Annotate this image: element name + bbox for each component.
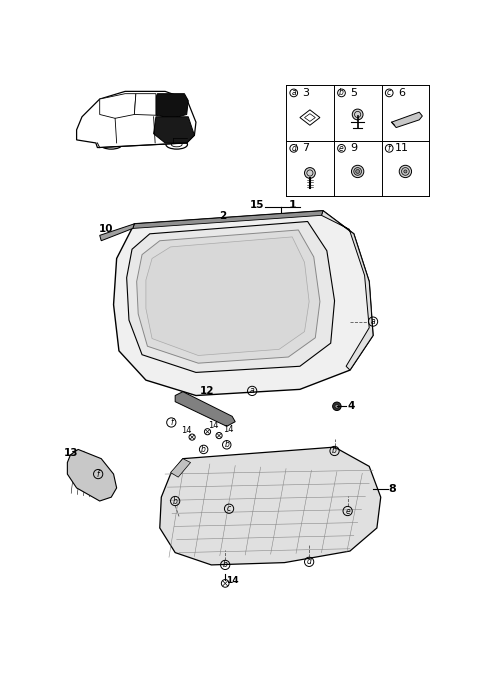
Text: d: d (307, 557, 312, 566)
Polygon shape (137, 230, 320, 363)
Text: 14: 14 (223, 425, 234, 434)
Polygon shape (392, 112, 422, 127)
Text: b: b (173, 496, 178, 506)
Polygon shape (170, 458, 191, 477)
Circle shape (333, 402, 341, 411)
Circle shape (356, 170, 360, 174)
Polygon shape (146, 237, 309, 355)
Ellipse shape (166, 140, 188, 149)
Polygon shape (300, 110, 320, 125)
Circle shape (304, 167, 315, 178)
Polygon shape (77, 92, 196, 148)
Text: 3: 3 (302, 88, 310, 98)
Circle shape (404, 170, 407, 173)
Polygon shape (67, 450, 117, 501)
Text: f: f (97, 470, 99, 479)
Text: b: b (223, 561, 228, 570)
Text: 14: 14 (180, 426, 191, 435)
Text: 6: 6 (398, 88, 405, 98)
Text: b: b (339, 88, 344, 98)
Polygon shape (322, 211, 373, 370)
Text: a: a (250, 386, 254, 395)
Polygon shape (127, 222, 335, 372)
Text: 11: 11 (395, 143, 408, 153)
Ellipse shape (100, 140, 122, 149)
Text: c: c (227, 504, 231, 513)
Text: 14: 14 (226, 576, 239, 585)
Circle shape (354, 167, 361, 176)
Circle shape (402, 167, 409, 176)
Text: 4: 4 (347, 401, 354, 412)
Polygon shape (160, 447, 381, 565)
Polygon shape (155, 94, 188, 119)
Circle shape (335, 404, 339, 408)
Circle shape (312, 299, 315, 302)
Text: 10: 10 (98, 224, 113, 234)
Polygon shape (134, 94, 156, 115)
Polygon shape (154, 117, 194, 143)
Text: f: f (170, 418, 173, 427)
Text: c: c (387, 88, 391, 98)
Text: 13: 13 (63, 447, 78, 458)
Circle shape (352, 109, 363, 120)
Circle shape (399, 165, 411, 178)
Text: 15: 15 (250, 199, 265, 210)
Text: f: f (388, 144, 391, 153)
Polygon shape (133, 211, 323, 228)
Polygon shape (304, 114, 315, 121)
Text: d: d (291, 144, 296, 153)
Text: 1: 1 (288, 199, 296, 210)
Polygon shape (114, 211, 373, 395)
Circle shape (242, 301, 245, 304)
Polygon shape (100, 94, 136, 119)
Text: e: e (339, 144, 344, 153)
Text: e: e (345, 506, 350, 515)
Polygon shape (100, 224, 134, 241)
Text: a: a (291, 88, 296, 98)
Text: b: b (201, 445, 206, 454)
Text: a: a (371, 317, 375, 326)
Text: 12: 12 (200, 386, 215, 396)
Circle shape (351, 165, 364, 178)
Text: 7: 7 (302, 143, 310, 153)
Text: b: b (332, 446, 337, 456)
Text: 9: 9 (350, 143, 358, 153)
Text: 2: 2 (219, 211, 227, 221)
Text: 5: 5 (350, 88, 357, 98)
Polygon shape (175, 392, 235, 426)
Text: 14: 14 (208, 421, 219, 430)
Text: 8: 8 (388, 485, 396, 494)
Text: b: b (224, 440, 229, 450)
